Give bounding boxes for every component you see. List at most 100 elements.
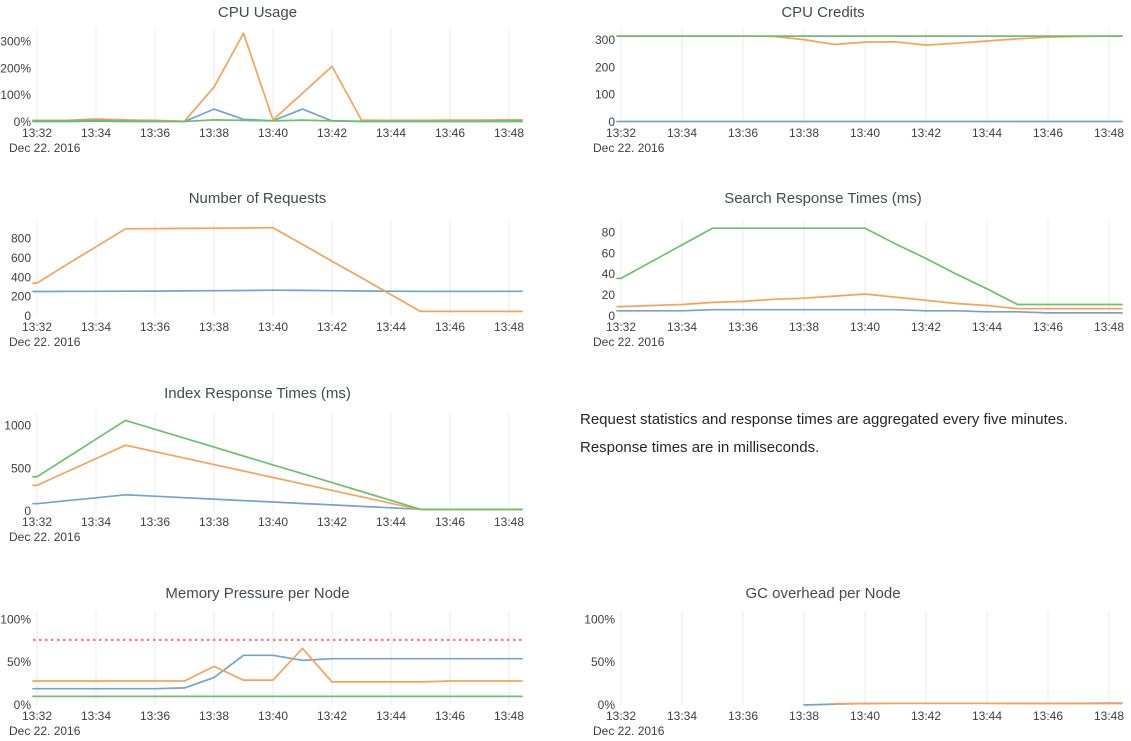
svg-text:13:40: 13:40 <box>258 320 288 334</box>
svg-text:200%: 200% <box>0 61 31 75</box>
svg-text:13:38: 13:38 <box>199 709 229 723</box>
chart-title: CPU Credits <box>781 4 865 21</box>
svg-text:0%: 0% <box>14 115 32 129</box>
svg-text:13:42: 13:42 <box>317 515 347 529</box>
svg-text:13:38: 13:38 <box>199 126 229 140</box>
svg-text:13:42: 13:42 <box>911 126 941 140</box>
svg-text:13:36: 13:36 <box>140 320 170 334</box>
svg-text:40: 40 <box>602 267 616 281</box>
svg-text:Dec 22. 2016: Dec 22. 2016 <box>593 141 665 155</box>
chart-search-response-times: Search Response Times (ms) 0 20 40 60 80 13:3… <box>565 186 1131 352</box>
svg-text:Dec 22. 2016: Dec 22. 2016 <box>9 335 81 349</box>
svg-text:80: 80 <box>602 225 616 239</box>
svg-text:13:46: 13:46 <box>435 515 465 529</box>
chart-memory-pressure-per-node: Memory Pressure per Node 0% 50% 100% 13:32 1… <box>0 581 565 739</box>
svg-text:0: 0 <box>24 504 31 518</box>
svg-text:13:48: 13:48 <box>494 320 524 334</box>
svg-text:13:40: 13:40 <box>258 709 288 723</box>
chart-cpu-credits: CPU Credits 0 100 200 300 13:32 13:34 13:36 13:… <box>565 0 1131 158</box>
svg-text:13:46: 13:46 <box>1033 709 1063 723</box>
chart-title: Number of Requests <box>188 190 327 207</box>
svg-text:13:38: 13:38 <box>789 709 819 723</box>
svg-text:13:48: 13:48 <box>1094 709 1124 723</box>
svg-text:13:36: 13:36 <box>728 709 758 723</box>
svg-text:100%: 100% <box>0 88 31 102</box>
svg-text:13:32: 13:32 <box>22 709 52 723</box>
svg-text:60: 60 <box>602 246 616 260</box>
svg-text:13:32: 13:32 <box>22 126 52 140</box>
svg-text:13:44: 13:44 <box>376 320 406 334</box>
svg-text:300: 300 <box>595 33 615 47</box>
svg-text:0: 0 <box>608 309 615 323</box>
svg-text:13:32: 13:32 <box>22 515 52 529</box>
svg-text:13:46: 13:46 <box>435 126 465 140</box>
svg-text:0%: 0% <box>598 698 616 712</box>
svg-text:13:38: 13:38 <box>789 320 819 334</box>
svg-text:13:40: 13:40 <box>258 515 288 529</box>
svg-text:13:34: 13:34 <box>81 320 111 334</box>
svg-text:13:32: 13:32 <box>22 320 52 334</box>
svg-text:0: 0 <box>24 309 31 323</box>
svg-text:13:36: 13:36 <box>140 515 170 529</box>
svg-text:0%: 0% <box>14 698 32 712</box>
svg-text:13:38: 13:38 <box>199 515 229 529</box>
svg-text:13:44: 13:44 <box>376 709 406 723</box>
svg-text:13:48: 13:48 <box>1094 126 1124 140</box>
svg-text:13:48: 13:48 <box>494 515 524 529</box>
chart-cpu-usage: CPU Usage 0% 100% 200% 300% 13:32 13:34 13:36 1… <box>0 0 565 158</box>
svg-text:13:42: 13:42 <box>317 126 347 140</box>
svg-text:13:34: 13:34 <box>667 709 697 723</box>
svg-text:20: 20 <box>602 288 616 302</box>
svg-text:1000: 1000 <box>4 419 31 433</box>
chart-title: Memory Pressure per Node <box>165 585 350 602</box>
svg-text:500: 500 <box>11 461 31 475</box>
svg-text:100%: 100% <box>584 612 615 626</box>
chart-canvas[interactable]: 0% 50% 100% 13:32 13:34 13:36 13:38 13:40 13:42 1… <box>565 605 1131 739</box>
svg-text:13:42: 13:42 <box>911 320 941 334</box>
svg-text:Dec 22. 2016: Dec 22. 2016 <box>9 724 81 738</box>
svg-text:50%: 50% <box>7 655 31 669</box>
svg-text:13:44: 13:44 <box>972 126 1002 140</box>
svg-text:13:44: 13:44 <box>972 709 1002 723</box>
svg-text:13:42: 13:42 <box>317 320 347 334</box>
chart-index-response-times: Index Response Times (ms) 0 500 1000 13:32 1… <box>0 381 565 547</box>
svg-text:13:36: 13:36 <box>140 126 170 140</box>
svg-text:13:36: 13:36 <box>728 126 758 140</box>
svg-text:13:46: 13:46 <box>1033 126 1063 140</box>
chart-gc-overhead-per-node: GC overhead per Node 0% 50% 100% 13:32 13:34… <box>565 581 1131 739</box>
svg-text:13:34: 13:34 <box>81 515 111 529</box>
svg-text:13:40: 13:40 <box>850 126 880 140</box>
chart-canvas[interactable]: 0% 50% 100% 13:32 13:34 13:36 13:38 13:40 13:42 1… <box>0 605 565 739</box>
svg-text:13:40: 13:40 <box>258 126 288 140</box>
chart-title: CPU Usage <box>217 4 298 21</box>
svg-text:100: 100 <box>595 88 615 102</box>
chart-canvas[interactable]: 0 200 400 600 800 13:32 13:34 13:36 13:38 13:40 13… <box>0 210 565 352</box>
svg-text:300%: 300% <box>0 34 31 48</box>
chart-title: Search Response Times (ms) <box>724 190 922 207</box>
svg-text:Dec 22. 2016: Dec 22. 2016 <box>9 141 81 155</box>
svg-text:0: 0 <box>608 115 615 129</box>
chart-canvas[interactable]: 0% 100% 200% 300% 13:32 13:34 13:36 13:38 13:40 1… <box>0 24 565 158</box>
svg-text:600: 600 <box>11 251 31 265</box>
svg-text:50%: 50% <box>591 655 615 669</box>
svg-text:13:38: 13:38 <box>789 126 819 140</box>
svg-text:13:32: 13:32 <box>606 320 636 334</box>
chart-number-of-requests: Number of Requests 0 200 400 600 800 13:32 13:… <box>0 186 565 352</box>
chart-canvas[interactable]: 0 100 200 300 13:32 13:34 13:36 13:38 13:40 13:42… <box>565 24 1131 158</box>
svg-text:13:44: 13:44 <box>376 126 406 140</box>
chart-canvas[interactable]: 0 20 40 60 80 13:32 13:34 13:36 13:38 13:40 13:42 1… <box>565 210 1131 352</box>
svg-text:13:34: 13:34 <box>667 126 697 140</box>
svg-text:13:46: 13:46 <box>435 320 465 334</box>
svg-text:13:32: 13:32 <box>606 709 636 723</box>
svg-text:13:34: 13:34 <box>81 126 111 140</box>
svg-text:13:44: 13:44 <box>972 320 1002 334</box>
note-text: Request statistics and response times ar… <box>580 411 1068 456</box>
chart-canvas[interactable]: 0 500 1000 13:32 13:34 13:36 13:38 13:40 13:42 13… <box>0 405 565 547</box>
svg-text:13:42: 13:42 <box>317 709 347 723</box>
svg-text:13:48: 13:48 <box>494 126 524 140</box>
svg-text:200: 200 <box>595 60 615 74</box>
svg-text:13:36: 13:36 <box>728 320 758 334</box>
svg-text:13:34: 13:34 <box>667 320 697 334</box>
svg-text:13:48: 13:48 <box>1094 320 1124 334</box>
